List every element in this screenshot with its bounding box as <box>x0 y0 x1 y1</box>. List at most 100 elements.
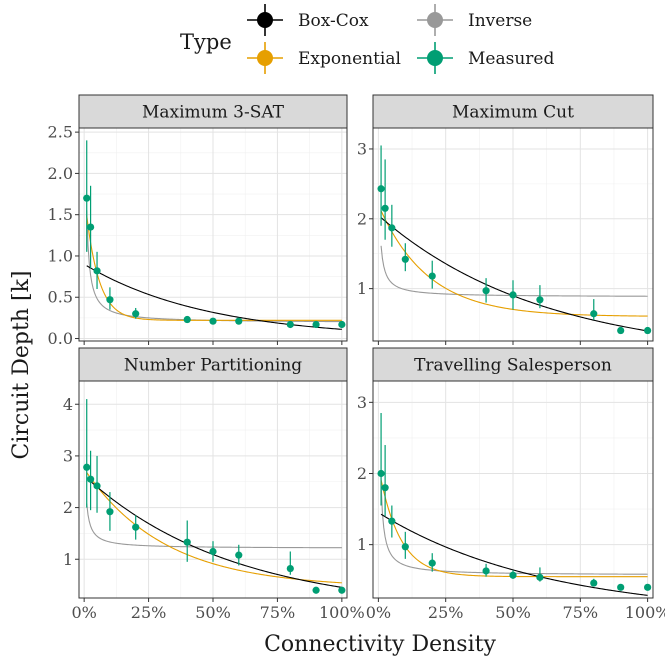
measured-point <box>617 326 625 335</box>
data-point <box>132 523 140 531</box>
data-point <box>286 320 294 329</box>
x-tick-label: 0% <box>71 603 96 622</box>
measured-point <box>381 445 389 517</box>
measured-point <box>93 251 101 289</box>
data-point <box>617 583 625 591</box>
gridlines <box>373 381 653 598</box>
measured-point <box>428 553 436 572</box>
x-tick-label: 100% <box>625 603 665 622</box>
measured-point <box>428 260 436 289</box>
data-point <box>509 291 517 299</box>
y-tick-label: 3 <box>357 393 367 412</box>
x-axis-title: Connectivity Density <box>264 632 496 657</box>
data-point <box>83 463 91 471</box>
data-point <box>381 484 389 492</box>
measured-point <box>83 399 91 508</box>
measured-point <box>338 320 346 329</box>
data-point <box>590 579 598 587</box>
measured-point <box>183 520 191 562</box>
legend-label: Inverse <box>468 11 532 31</box>
measured-point <box>482 278 490 303</box>
x-tick-label: 75% <box>260 603 296 622</box>
measured-point <box>209 317 217 325</box>
legend-key-point <box>257 12 273 28</box>
y-tick-label: 1 <box>357 535 367 554</box>
fit-curve-box-cox <box>86 265 342 330</box>
measured-point <box>509 280 517 310</box>
data-point <box>86 223 95 231</box>
legend: Type Box-Cox Exponential Inverse Measured <box>180 4 554 74</box>
data-point <box>401 543 409 551</box>
panel-strip <box>372 94 654 129</box>
measured-point <box>381 159 389 240</box>
measured-point <box>106 492 114 531</box>
y-tick-label: 2 <box>63 498 73 517</box>
data-point <box>312 320 320 329</box>
measured-point <box>590 299 598 321</box>
data-point <box>401 255 409 263</box>
fit-curve-inverse <box>86 503 342 549</box>
y-tick-label: 2 <box>357 464 367 483</box>
x-tick-label: 100% <box>319 603 365 622</box>
fit-curve-box-cox <box>86 477 342 588</box>
legend-title: Type <box>180 30 232 54</box>
panels: Maximum 3-SAT 0.0 0.5 1.0 1.5 2.0 2.5 Maximum C… <box>48 94 665 622</box>
x-tick-label: 0% <box>366 603 391 622</box>
data-point <box>86 475 95 483</box>
data-point <box>644 583 652 591</box>
data-point <box>617 326 625 335</box>
panel-title: Maximum Cut <box>452 103 574 123</box>
data-point <box>536 573 544 581</box>
panel-number-partitioning: Number Partitioning 1 2 3 4 0% 25% 50% 75% 100% <box>63 347 365 622</box>
measured-point <box>86 450 95 511</box>
measured-point <box>644 326 652 335</box>
measured-point <box>377 145 385 226</box>
measured-point <box>509 570 517 579</box>
measured-point <box>209 541 217 562</box>
measured-point <box>106 287 114 310</box>
data-point <box>93 267 101 275</box>
fit-curve-exponential <box>380 210 648 317</box>
panel-title: Maximum 3-SAT <box>142 103 285 123</box>
measured-point <box>338 586 346 594</box>
measured-point <box>482 563 490 577</box>
data-point <box>509 571 517 579</box>
x-tick-label: 50% <box>195 603 231 622</box>
data-point <box>377 185 385 193</box>
y-tick-label: 1 <box>63 550 73 569</box>
data-point <box>235 317 243 325</box>
gridlines <box>79 128 347 341</box>
legend-entry-measured: Measured <box>417 42 554 74</box>
measured-point <box>286 551 294 575</box>
panel-maximum-cut: Maximum Cut 1 2 3 <box>357 94 654 345</box>
data-point <box>482 287 490 295</box>
y-tick-label: 4 <box>63 395 73 414</box>
data-point <box>428 272 436 280</box>
measured-point <box>590 578 598 587</box>
x-tick-label: 25% <box>428 603 464 622</box>
measured-point <box>388 204 396 247</box>
x-tick-label: 50% <box>495 603 531 622</box>
measured-point <box>401 531 409 559</box>
measured-point <box>132 515 140 540</box>
data-point <box>83 194 91 202</box>
measured-point <box>83 140 91 252</box>
measured-point <box>183 315 191 324</box>
legend-label: Box-Cox <box>298 11 369 31</box>
data-point <box>377 469 385 478</box>
legend-keys: Box-Cox Exponential Inverse Measured <box>247 4 554 74</box>
data-point <box>235 551 243 559</box>
data-point <box>132 310 140 318</box>
panel-title: Number Partitioning <box>124 356 302 376</box>
data-point <box>93 482 101 490</box>
y-axis-title: Circuit Depth [k] <box>9 271 34 460</box>
x-tick-label: 75% <box>563 603 599 622</box>
data-point <box>644 326 652 335</box>
measured-point <box>86 185 95 269</box>
legend-entry-box-cox: Box-Cox <box>247 4 369 36</box>
y-tick-label: 3 <box>357 139 367 158</box>
measured-point <box>93 455 101 513</box>
y-tick-label: 1.0 <box>48 246 73 265</box>
legend-entry-exponential: Exponential <box>247 42 401 74</box>
